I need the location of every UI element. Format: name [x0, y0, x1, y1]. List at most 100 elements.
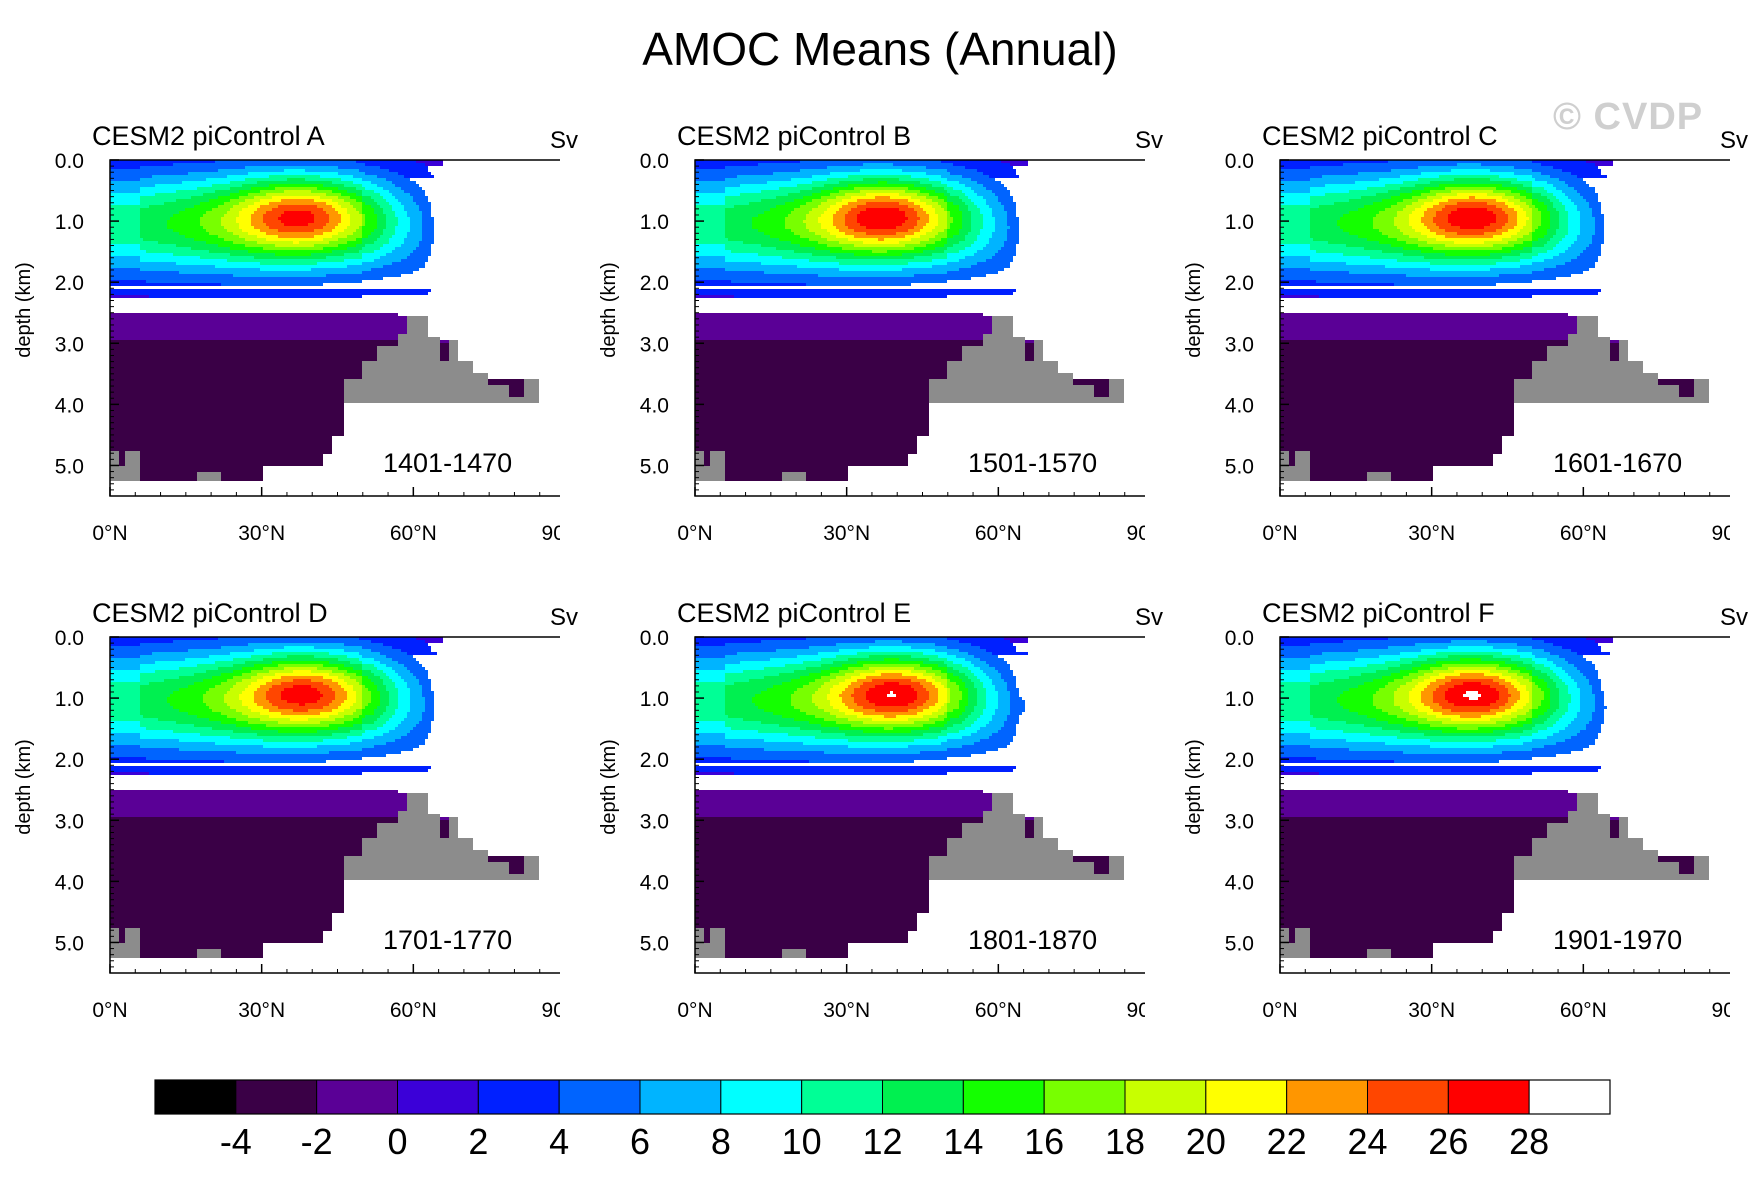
colorbar-swatch [235, 1079, 318, 1115]
colorbar-label: 14 [943, 1121, 983, 1162]
panel-units: Sv [550, 604, 579, 631]
y-tick-label: 1.0 [55, 688, 84, 711]
contour-fill [695, 160, 1124, 481]
colorbar-label: 16 [1024, 1121, 1064, 1162]
colorbar-label: 0 [387, 1121, 407, 1162]
panel-units: Sv [1135, 604, 1164, 631]
colorbar-swatch [962, 1079, 1045, 1115]
x-tick-label: 0°N [92, 999, 127, 1022]
amoc-plot: 0.0 1.0 2.0 3.0 4.0 5.0 0°N 30°N 60°N 90°N depth (… [13, 627, 560, 1022]
colorbar-label: -2 [301, 1121, 333, 1162]
x-tick-label: 60°N [1560, 522, 1607, 545]
x-tick-label: 0°N [1262, 999, 1297, 1022]
y-tick-label: 5.0 [55, 455, 84, 478]
contour-fill [695, 637, 1124, 958]
colorbar-swatch [154, 1079, 237, 1115]
figure-title: AMOC Means (Annual) [642, 23, 1118, 75]
colorbar-swatch [477, 1079, 560, 1115]
y-tick-label: 5.0 [640, 932, 669, 955]
panel-period: 1901-1970 [1553, 925, 1683, 955]
y-tick-label: 3.0 [640, 333, 669, 356]
panel-period: 1501-1570 [968, 448, 1098, 478]
contour-fill [110, 637, 539, 958]
x-tick-label: 60°N [390, 522, 437, 545]
colorbar-swatch [397, 1079, 479, 1115]
x-tick-label: 90°N [542, 522, 560, 545]
x-tick-label: 0°N [677, 522, 712, 545]
panel-period: 1801-1870 [968, 925, 1098, 955]
contour-fill [110, 160, 539, 481]
colorbar-swatch [1528, 1079, 1611, 1115]
y-tick-label: 3.0 [55, 810, 84, 833]
amoc-panel: 0.0 1.0 2.0 3.0 4.0 5.0 0°N 30°N 60°N 90°N depth (… [0, 118, 578, 568]
colorbar-swatch [1043, 1079, 1126, 1115]
x-tick-label: 0°N [92, 522, 127, 545]
y-tick-label: 2.0 [55, 749, 84, 772]
panel-title: CESM2 piControl B [677, 121, 912, 151]
y-tick-label: 5.0 [1225, 455, 1254, 478]
colorbar-label: 12 [862, 1121, 902, 1162]
amoc-panel: 0.0 1.0 2.0 3.0 4.0 5.0 0°N 30°N 60°N 90°N depth (… [585, 118, 1163, 568]
x-tick-label: 30°N [823, 522, 870, 545]
colorbar-label: -4 [220, 1121, 252, 1162]
panel-title: CESM2 piControl F [1262, 598, 1495, 628]
y-tick-label: 1.0 [640, 211, 669, 234]
y-tick-label: 4.0 [640, 394, 669, 417]
colorbar-label: 8 [711, 1121, 731, 1162]
colorbar-label: 20 [1186, 1121, 1226, 1162]
colorbar-swatch [720, 1079, 803, 1115]
y-tick-label: 4.0 [55, 871, 84, 894]
x-tick-label: 90°N [1127, 522, 1145, 545]
y-tick-label: 1.0 [55, 211, 84, 234]
colorbar-label: 10 [782, 1121, 822, 1162]
colorbar-swatch [1124, 1079, 1207, 1115]
cvdp-watermark: © CVDP [1553, 96, 1704, 138]
y-axis-label: depth (km) [598, 262, 620, 358]
y-tick-label: 2.0 [1225, 749, 1254, 772]
panel-units: Sv [1720, 604, 1749, 631]
amoc-panel: 0.0 1.0 2.0 3.0 4.0 5.0 0°N 30°N 60°N 90°N depth (… [585, 595, 1163, 1045]
amoc-panel: 0.0 1.0 2.0 3.0 4.0 5.0 0°N 30°N 60°N 90°N depth (… [0, 595, 578, 1045]
y-tick-label: 2.0 [55, 272, 84, 295]
y-tick-label: 2.0 [640, 272, 669, 295]
y-tick-label: 2.0 [640, 749, 669, 772]
colorbar-label: 26 [1428, 1121, 1468, 1162]
x-tick-label: 60°N [975, 522, 1022, 545]
y-axis-label: depth (km) [598, 739, 620, 835]
y-tick-label: 0.0 [1225, 150, 1254, 173]
x-tick-label: 30°N [238, 522, 285, 545]
y-tick-label: 0.0 [55, 627, 84, 650]
colorbar-swatch [1367, 1079, 1449, 1115]
colorbar-swatch [882, 1079, 964, 1115]
x-tick-label: 90°N [1127, 999, 1145, 1022]
colorbar-swatch [801, 1079, 884, 1115]
amoc-panel: 0.0 1.0 2.0 3.0 4.0 5.0 0°N 30°N 60°N 90°N depth (… [1170, 595, 1748, 1045]
x-tick-label: 90°N [542, 999, 560, 1022]
x-tick-label: 60°N [975, 999, 1022, 1022]
panel-title: CESM2 piControl D [92, 598, 328, 628]
x-tick-label: 30°N [823, 999, 870, 1022]
y-tick-label: 5.0 [1225, 932, 1254, 955]
x-tick-label: 0°N [1262, 522, 1297, 545]
y-tick-label: 1.0 [640, 688, 669, 711]
panel-title: CESM2 piControl C [1262, 121, 1498, 151]
contour-fill [1280, 637, 1709, 958]
contour-fill [1280, 160, 1709, 481]
panel-period: 1601-1670 [1553, 448, 1683, 478]
x-tick-label: 90°N [1712, 999, 1730, 1022]
y-axis-label: depth (km) [13, 262, 35, 358]
panel-units: Sv [550, 127, 579, 154]
colorbar-label: 4 [549, 1121, 569, 1162]
colorbar-label: 24 [1347, 1121, 1387, 1162]
colorbar-swatch [316, 1079, 398, 1115]
y-axis-label: depth (km) [13, 739, 35, 835]
colorbar-label: 18 [1105, 1121, 1145, 1162]
y-tick-label: 0.0 [1225, 627, 1254, 650]
panel-title: CESM2 piControl A [92, 121, 325, 151]
amoc-plot: 0.0 1.0 2.0 3.0 4.0 5.0 0°N 30°N 60°N 90°N depth (… [598, 627, 1145, 1022]
y-tick-label: 4.0 [640, 871, 669, 894]
panel-units: Sv [1720, 127, 1749, 154]
colorbar-swatch [639, 1079, 722, 1115]
y-tick-label: 0.0 [640, 627, 669, 650]
x-tick-label: 30°N [1408, 522, 1455, 545]
